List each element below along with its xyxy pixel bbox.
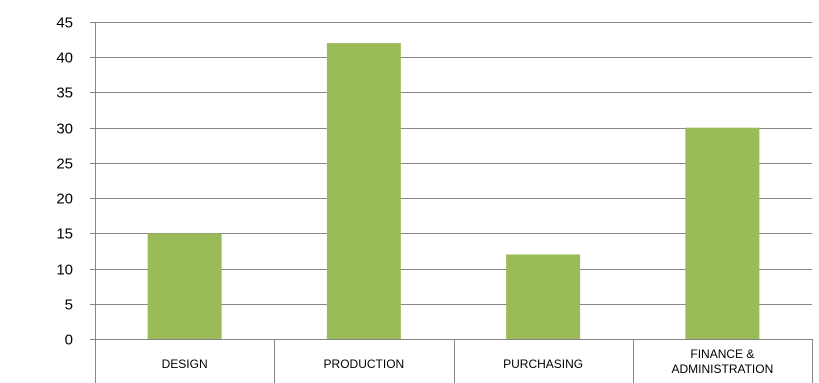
y-tick-label: 35	[56, 85, 73, 102]
y-tick-label: 25	[56, 156, 73, 173]
x-category-label: FINANCE &	[690, 347, 754, 361]
y-tick-label: 5	[65, 297, 73, 314]
x-category-label: ADMINISTRATION	[671, 362, 773, 376]
y-tick-label: 0	[65, 332, 73, 349]
y-tick-label: 30	[56, 121, 73, 138]
y-tick-label: 40	[56, 50, 73, 67]
y-tick-label: 15	[56, 226, 73, 243]
y-axis-tick-labels: 0 5 10 15 20 25 30 35 40 45	[56, 15, 95, 349]
y-tick-label: 10	[56, 262, 73, 279]
x-category-label: DESIGN	[162, 357, 208, 371]
bars	[147, 43, 760, 340]
y-tick-label: 45	[56, 15, 73, 32]
bar	[506, 254, 581, 339]
x-category-label: PURCHASING	[503, 357, 583, 371]
x-category-label: PRODUCTION	[324, 357, 405, 371]
axes	[95, 22, 813, 383]
y-tick-label: 20	[56, 191, 73, 208]
bar	[147, 233, 222, 339]
x-axis-category-labels: DESIGN PRODUCTION PURCHASING FINANCE &ADMIN…	[162, 347, 774, 376]
bar	[326, 43, 401, 340]
bar	[685, 127, 760, 340]
